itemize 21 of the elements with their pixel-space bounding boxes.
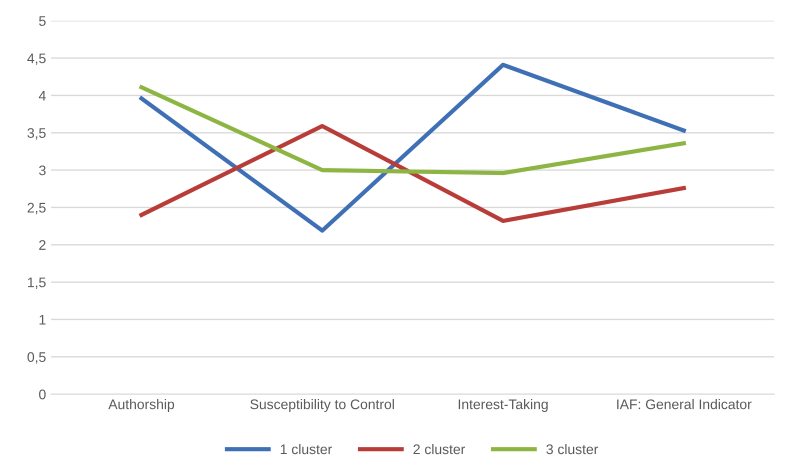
legend-label: 1 cluster (280, 444, 332, 454)
x-tick-label: Susceptibility to Control (250, 399, 394, 412)
y-tick-label: 2,5 (28, 202, 46, 214)
legend-label: 3 cluster (546, 444, 598, 454)
y-tick-label: 3,5 (27, 128, 46, 140)
y-tick-label: 0,5 (27, 352, 46, 364)
y-tick-label: 1,5 (28, 278, 46, 289)
line-series (139, 62, 686, 233)
y-tick-label: 5 (39, 16, 46, 26)
y-tick-label: 4,5 (27, 54, 46, 65)
x-tick-label: Authorship (108, 399, 174, 412)
line-series (139, 124, 686, 223)
y-tick-label: 2 (39, 240, 46, 250)
y-tick-label: 0 (39, 389, 46, 400)
y-tick-label: 1 (40, 314, 46, 325)
line-series (139, 85, 686, 176)
y-tick-label: 3 (39, 165, 46, 176)
x-tick-label: IAF: General Indicator (617, 399, 752, 410)
y-tick-label: 4 (38, 90, 46, 100)
x-tick-label: Interest-Taking (458, 399, 548, 412)
legend-label: 2 cluster (413, 444, 466, 454)
